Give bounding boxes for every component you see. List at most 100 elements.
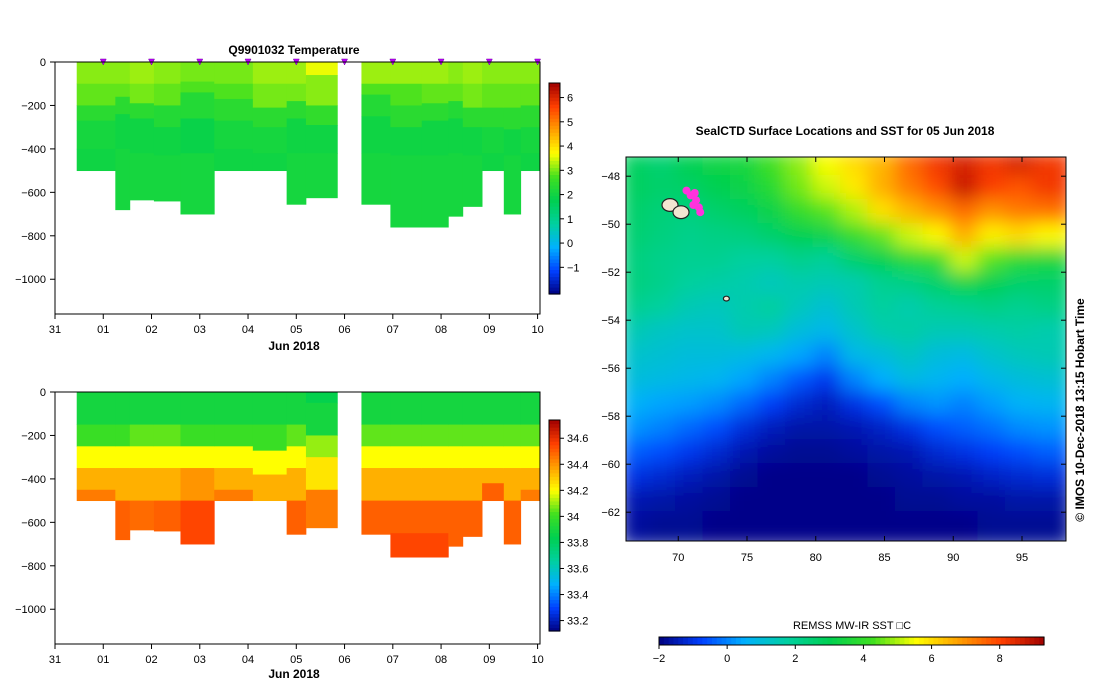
colorbar-swatch [549, 444, 560, 449]
profile-cell [448, 83, 464, 102]
lat-tick-label: −56 [601, 363, 620, 375]
profile-cell [462, 83, 483, 109]
y-tick-label: −800 [21, 231, 46, 243]
colorbar-swatch [549, 451, 560, 456]
colorbar-swatch [942, 637, 949, 645]
profile-cell [180, 446, 215, 469]
profile-cell [390, 105, 423, 128]
profile-cell [129, 446, 155, 469]
profile-cell [390, 468, 423, 502]
profile-cell [482, 468, 505, 484]
colorbar-swatch [549, 557, 560, 562]
profile-cell [305, 435, 338, 458]
colorbar-swatch [549, 620, 560, 625]
temperature-profile-cells [76, 62, 541, 228]
colorbar-tick-label: 34 [567, 511, 579, 523]
colorbar-swatch [995, 637, 1002, 645]
profile-cell [214, 98, 254, 122]
colorbar-swatch [928, 637, 934, 645]
y-tick-label: −600 [21, 517, 46, 529]
colorbar-swatch [1029, 637, 1035, 645]
colorbar-swatch [947, 637, 954, 645]
colorbar-swatch [549, 623, 560, 629]
colorbar-swatch [1000, 637, 1007, 645]
y-tick-label: −800 [21, 561, 46, 573]
profile-cell [421, 120, 449, 156]
profile-cell [390, 500, 423, 534]
imos-watermark: © IMOS 10-Dec-2018 13:15 Hobart Time [1073, 298, 1087, 522]
y-tick-label: −200 [21, 100, 46, 112]
colorbar-swatch [549, 465, 560, 470]
profile-cell [361, 62, 391, 85]
colorbar-swatch [971, 637, 978, 645]
land-island [722, 295, 730, 302]
colorbar-swatch [549, 514, 560, 520]
profile-cell [520, 489, 541, 502]
colorbar-frame [548, 419, 561, 632]
colorbar-swatch [904, 637, 910, 645]
x-tick-label: 31 [49, 654, 61, 666]
colorbar-swatch [750, 637, 756, 645]
profile-cell [252, 450, 288, 475]
profile-cell [503, 107, 522, 130]
profile-cell [76, 468, 116, 491]
colorbar-swatch [769, 637, 776, 645]
profile-cell [305, 489, 338, 529]
colorbar-swatch [813, 637, 819, 645]
profile-cell [448, 101, 464, 119]
profile-cell [252, 83, 288, 109]
colorbar-swatch [549, 135, 560, 140]
profile-cell [115, 83, 131, 98]
colorbar-swatch [549, 602, 560, 607]
profile-cell [462, 127, 483, 156]
colorbar-swatch [549, 560, 560, 565]
colorbar-swatch [784, 637, 790, 645]
y-tick-label: 0 [40, 387, 46, 399]
colorbar-tick-label: 5 [567, 117, 573, 129]
colorbar-swatch [549, 283, 560, 288]
colorbar-swatch [549, 220, 560, 225]
profile-cell [390, 127, 423, 156]
profile-cell [361, 94, 391, 117]
profile-cell [180, 424, 215, 447]
colorbar-swatch [549, 279, 560, 285]
colorbar-swatch [549, 458, 560, 463]
colorbar-swatch [1015, 637, 1021, 645]
colorbar-swatch [549, 525, 560, 530]
colorbar-tick-label: 34.2 [567, 485, 588, 497]
profile-cell [421, 103, 449, 122]
profile-cell [214, 446, 254, 469]
colorbar-swatch [885, 637, 891, 645]
profile-cell [214, 120, 254, 150]
colorbar-swatch [549, 609, 560, 615]
colorbar-swatch [716, 637, 723, 645]
profile-cell [76, 148, 116, 172]
colorbar-swatch [549, 111, 560, 116]
profile-cell [153, 446, 181, 469]
colorbar-tick-label: 0 [567, 238, 573, 250]
colorbar-swatch [549, 504, 560, 509]
colorbar-swatch [549, 455, 560, 460]
profile-cell [153, 392, 181, 425]
profile-cell [115, 392, 131, 425]
colorbar-swatch [846, 637, 853, 645]
profile-cell [305, 153, 338, 199]
colorbar-swatch [702, 637, 708, 645]
profile-cell [214, 489, 254, 502]
profile-cell [390, 533, 423, 558]
x-tick-label: 09 [483, 324, 495, 336]
sst-colorbar-label: REMSS MW-IR SST □C [793, 620, 911, 632]
colorbar-swatch [549, 237, 560, 242]
x-tick-label: 10 [531, 654, 543, 666]
colorbar-swatch [803, 637, 809, 645]
colorbar-tick-label: 6 [929, 653, 935, 665]
profile-cell [76, 105, 116, 122]
profile-cell [214, 468, 254, 491]
colorbar-swatch [894, 637, 901, 645]
profile-cell [286, 424, 307, 447]
profile-cell [448, 62, 464, 85]
y-tick-label: −600 [21, 187, 46, 199]
profile-cell [503, 500, 522, 545]
colorbar-swatch [1019, 637, 1026, 645]
